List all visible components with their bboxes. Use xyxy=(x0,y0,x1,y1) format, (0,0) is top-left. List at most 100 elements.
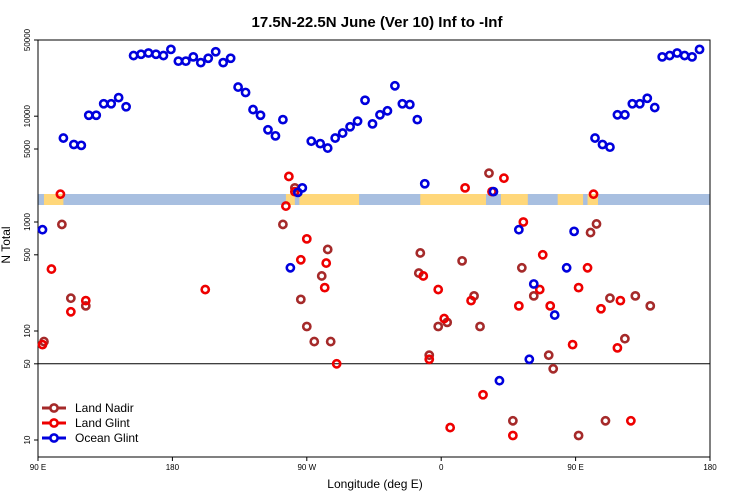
data-point xyxy=(630,290,641,301)
data-point xyxy=(306,136,317,147)
data-point xyxy=(283,171,294,182)
data-point xyxy=(76,140,87,151)
data-point xyxy=(664,50,675,61)
data-point xyxy=(499,173,509,184)
data-point xyxy=(591,219,602,229)
data-point xyxy=(418,271,429,281)
data-point xyxy=(210,46,221,57)
y-tick-label: 10000 xyxy=(23,105,32,128)
data-point xyxy=(672,48,683,58)
data-point xyxy=(415,248,426,258)
map-band-land xyxy=(587,194,598,205)
data-point xyxy=(56,219,67,230)
x-tick-label: 0 xyxy=(439,463,444,472)
data-point xyxy=(484,168,494,179)
data-point xyxy=(424,350,435,361)
legend-label: Land Glint xyxy=(75,416,130,430)
data-point xyxy=(233,82,244,92)
data-point xyxy=(58,133,69,143)
data-point xyxy=(91,110,102,121)
data-point xyxy=(248,104,258,115)
data-point xyxy=(412,114,423,125)
data-point xyxy=(524,354,535,365)
data-point xyxy=(106,98,117,109)
data-point xyxy=(419,178,430,189)
data-point xyxy=(627,98,638,109)
data-point xyxy=(567,339,578,350)
map-band-land xyxy=(299,194,360,205)
data-point xyxy=(649,102,660,113)
data-point xyxy=(545,300,556,311)
data-point xyxy=(507,415,518,426)
data-point xyxy=(295,294,306,305)
data-point xyxy=(325,336,336,347)
data-point xyxy=(297,182,308,193)
data-point xyxy=(316,271,327,281)
data-point xyxy=(439,313,450,324)
data-point xyxy=(278,114,288,125)
data-point xyxy=(173,56,184,67)
data-point xyxy=(513,224,524,235)
data-point xyxy=(585,227,596,238)
data-point xyxy=(642,93,653,104)
data-point xyxy=(445,422,456,433)
legend-label: Ocean Glint xyxy=(75,431,139,445)
data-point xyxy=(166,44,176,55)
y-tick-label: 10 xyxy=(23,435,32,444)
data-point xyxy=(143,48,154,58)
data-point xyxy=(367,118,378,129)
data-point xyxy=(543,350,554,361)
x-tick-label: 180 xyxy=(166,463,180,472)
data-point xyxy=(158,50,169,61)
data-point xyxy=(679,50,690,61)
legend-marker xyxy=(49,403,59,413)
data-point xyxy=(634,98,645,109)
map-band xyxy=(38,194,710,205)
data-point xyxy=(537,249,548,260)
data-point xyxy=(322,244,333,255)
data-point xyxy=(460,182,470,193)
y-tick-label: 100 xyxy=(23,324,32,338)
data-point xyxy=(596,303,606,314)
data-point xyxy=(615,295,626,306)
series-land-glint xyxy=(37,171,636,441)
y-tick-label: 5000 xyxy=(23,140,32,158)
data-point xyxy=(263,124,273,135)
data-point xyxy=(516,262,527,273)
data-point xyxy=(569,226,580,237)
data-point xyxy=(309,336,320,347)
data-point xyxy=(466,295,476,306)
map-band-land xyxy=(500,194,528,205)
data-point xyxy=(46,264,57,274)
map-band-land xyxy=(43,194,64,205)
data-point xyxy=(375,109,385,120)
data-point xyxy=(203,53,214,64)
x-tick-label: 90 E xyxy=(567,463,583,472)
data-point xyxy=(433,284,444,295)
y-tick-label: 50 xyxy=(23,359,32,368)
data-point xyxy=(188,51,199,62)
data-point xyxy=(590,133,600,143)
data-point xyxy=(301,233,312,244)
data-point xyxy=(255,110,266,121)
data-points xyxy=(37,44,705,441)
data-point xyxy=(433,321,444,332)
data-point xyxy=(55,189,66,200)
data-point xyxy=(37,339,48,350)
data-point xyxy=(301,321,312,332)
data-point xyxy=(612,342,623,353)
plot-frame xyxy=(37,39,711,458)
data-point xyxy=(457,255,468,266)
series-land-nadir xyxy=(39,168,656,441)
data-point xyxy=(331,358,342,369)
data-point xyxy=(330,133,341,143)
series-ocean-glint xyxy=(37,44,705,386)
map-band-land xyxy=(557,194,584,205)
data-point xyxy=(83,110,94,121)
data-point xyxy=(315,138,326,149)
data-point xyxy=(200,284,211,295)
data-point xyxy=(625,415,636,426)
legend-entry: Ocean Glint xyxy=(42,431,139,445)
data-point xyxy=(573,430,584,441)
